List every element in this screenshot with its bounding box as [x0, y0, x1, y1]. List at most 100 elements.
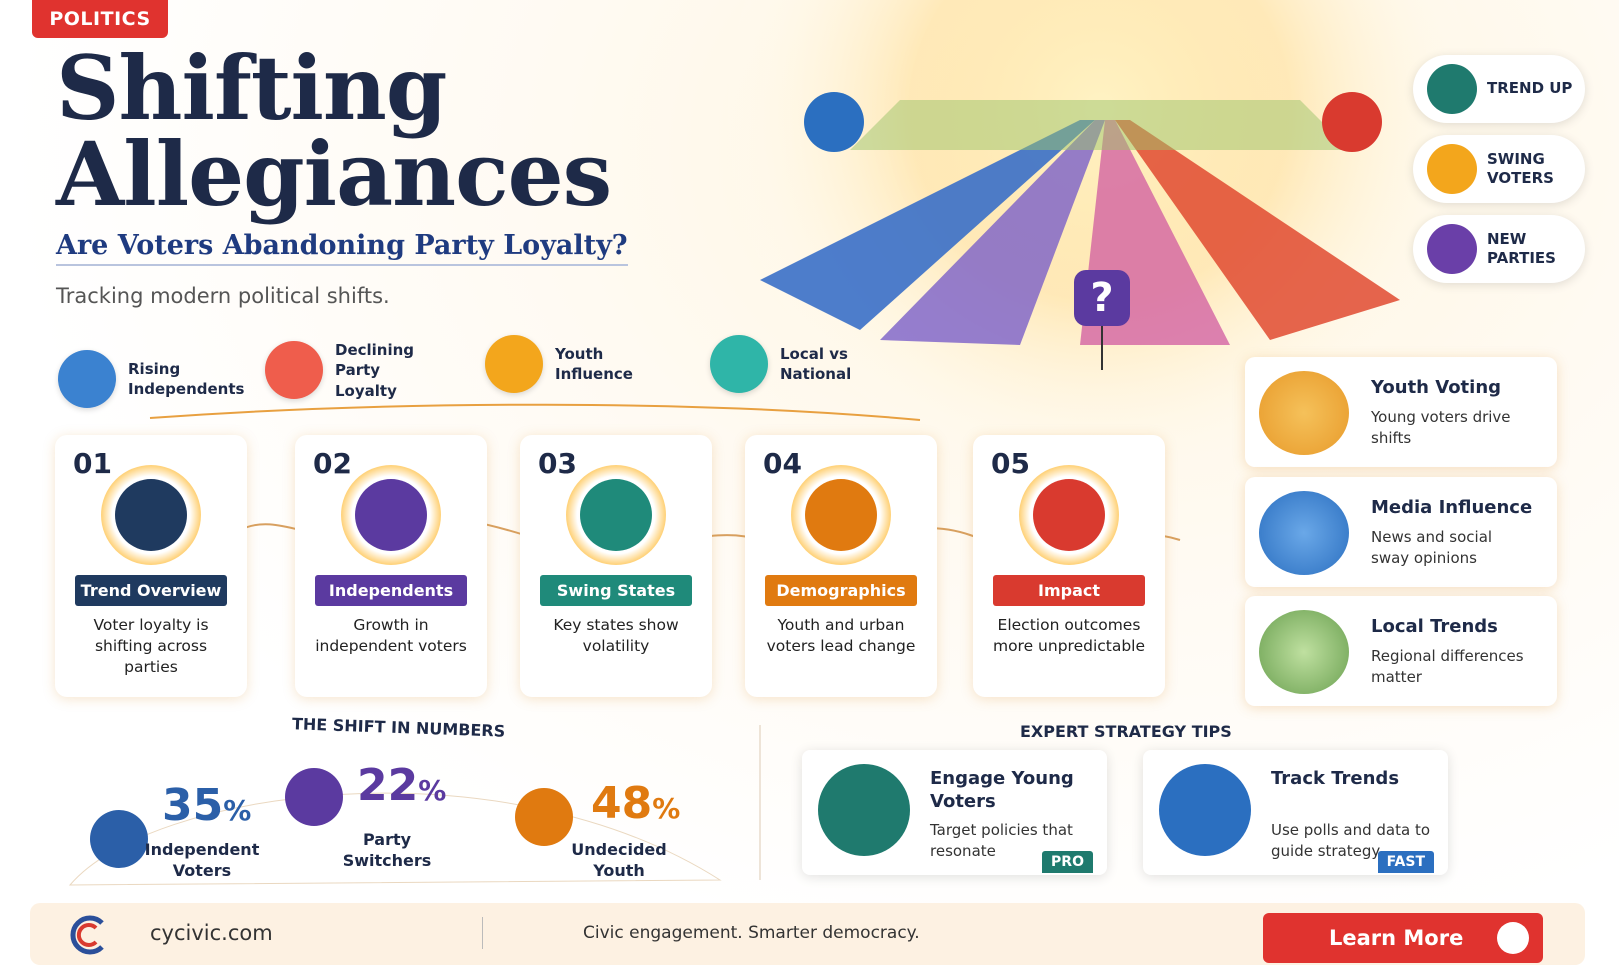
- tip-title: Track Trends: [1271, 768, 1400, 789]
- badge: TREND UP: [1413, 55, 1585, 123]
- tip-card: Track Trends Use polls and data to guide …: [1143, 750, 1448, 875]
- step-icon: [805, 479, 877, 551]
- stat-unit: %: [418, 774, 447, 807]
- stat-label: Undecided Youth: [571, 840, 667, 880]
- stat-value: 22%: [357, 760, 446, 811]
- tagline: Tracking modern political shifts.: [56, 284, 390, 308]
- side-text: Regional differences matter: [1371, 647, 1524, 686]
- step-icon: [580, 479, 652, 551]
- topic-icon: [710, 335, 768, 393]
- side-card: Media Influence News and social sway opin…: [1245, 477, 1557, 587]
- stat-icon: [285, 768, 343, 826]
- subtitle: Are Voters Abandoning Party Loyalty?: [56, 230, 628, 266]
- step-number: 04: [763, 447, 802, 480]
- step-title: Demographics: [765, 575, 917, 606]
- side-text: Young voters drive shifts: [1371, 408, 1511, 447]
- stat-icon: [90, 810, 148, 868]
- topic: Local vs National: [710, 335, 890, 393]
- stat-unit: %: [652, 792, 681, 825]
- tip-text: Use polls and data to guide strategy: [1271, 821, 1431, 860]
- step-card: 01 Trend Overview Voter loyalty is shiftin…: [55, 435, 247, 697]
- topic-icon: [265, 341, 323, 400]
- step-icon: [355, 479, 427, 551]
- topic-icon: [485, 335, 543, 393]
- stat-label: Party Switchers: [342, 830, 432, 870]
- stat-number: 22: [357, 760, 419, 811]
- stat-value: 48%: [591, 778, 680, 829]
- badge-icon: [1427, 224, 1477, 274]
- site-name: cycivic.com: [150, 921, 273, 945]
- stat-value: 35%: [162, 780, 251, 831]
- step-icon: [115, 479, 187, 551]
- topic-label: Rising Independents: [128, 359, 245, 398]
- stat: 22% Party Switchers: [285, 760, 475, 885]
- divider: [482, 917, 483, 949]
- stat-label: Independent Voters: [144, 840, 260, 880]
- step-title: Impact: [993, 575, 1145, 606]
- category-tag: POLITICS: [32, 0, 168, 38]
- step-card: 02 Independents Growth in independent vote…: [295, 435, 487, 697]
- badge: SWING VOTERS: [1413, 135, 1585, 203]
- topic-label: Declining Party Loyalty: [335, 341, 415, 400]
- step-title: Trend Overview: [75, 575, 227, 606]
- step-title: Independents: [315, 575, 467, 606]
- title-line: Shifting: [56, 36, 447, 140]
- side-card: Youth Voting Young voters drive shifts: [1245, 357, 1557, 467]
- side-title: Media Influence: [1371, 497, 1533, 518]
- side-picture: [1259, 371, 1349, 455]
- side-text: News and social sway opinions: [1371, 528, 1493, 567]
- tip-text: Target policies that resonate: [930, 821, 1073, 860]
- stat-icon: [515, 788, 573, 846]
- topic: Declining Party Loyalty: [265, 340, 445, 401]
- step-card: 03 Swing States Key states show volatility: [520, 435, 712, 697]
- badge: NEW PARTIES: [1413, 215, 1585, 283]
- tip-card: Engage Young Voters Target policies that …: [802, 750, 1107, 875]
- side-picture: [1259, 610, 1349, 694]
- tip-icon: [1159, 764, 1251, 856]
- tip-tag: FAST: [1377, 851, 1434, 873]
- learn-more-button[interactable]: Learn More: [1263, 913, 1543, 963]
- badge-label: SWING VOTERS: [1487, 149, 1554, 188]
- badge-icon: [1427, 64, 1477, 114]
- step-text: Election outcomes more unpredictable: [992, 616, 1146, 655]
- step-text: Youth and urban voters lead change: [766, 616, 916, 655]
- tip-title: Engage Young Voters: [930, 768, 1074, 812]
- step-card: 04 Demographics Youth and urban voters lea…: [745, 435, 937, 697]
- stat-number: 35: [162, 780, 224, 831]
- footer-tagline: Civic engagement. Smarter democracy.: [583, 923, 920, 943]
- step-title: Swing States: [540, 575, 692, 606]
- badge-label: TREND UP: [1487, 79, 1573, 98]
- step-number: 01: [73, 447, 112, 480]
- step-text: Growth in independent voters: [315, 616, 467, 655]
- tip-tag: PRO: [1042, 851, 1093, 873]
- badge-icon: [1427, 144, 1477, 194]
- step-number: 03: [538, 447, 577, 480]
- step-number: 02: [313, 447, 352, 480]
- logo: [70, 915, 104, 955]
- badge-label: NEW PARTIES: [1487, 229, 1556, 268]
- step-number: 05: [991, 447, 1030, 480]
- stat: 48% Undecided Youth: [515, 760, 705, 885]
- stat-number: 48: [591, 778, 653, 829]
- step-text: Key states show volatility: [553, 616, 679, 655]
- side-title: Youth Voting: [1371, 377, 1502, 398]
- side-picture: [1259, 491, 1349, 575]
- stat-unit: %: [223, 794, 252, 827]
- side-card: Local Trends Regional differences matter: [1245, 596, 1557, 706]
- topic-label: Youth Influence: [555, 344, 633, 383]
- step-card: 05 Impact Election outcomes more unpredict…: [973, 435, 1165, 697]
- step-icon: [1033, 479, 1105, 551]
- step-text: Voter loyalty is shifting across parties: [93, 616, 209, 676]
- topic: Rising Independents: [58, 350, 245, 408]
- topic-label: Local vs National: [780, 344, 852, 383]
- section-title: EXPERT STRATEGY TIPS: [1020, 722, 1232, 741]
- topic: Youth Influence: [485, 335, 665, 393]
- title-line: Allegiances: [56, 122, 612, 226]
- stat: 35% Independent Voters: [90, 760, 280, 885]
- hero-marker: ?: [1090, 275, 1114, 321]
- topic-icon: [58, 350, 116, 408]
- footer: cycivic.com Civic engagement. Smarter de…: [30, 903, 1585, 965]
- tip-icon: [818, 764, 910, 856]
- side-title: Local Trends: [1371, 616, 1498, 637]
